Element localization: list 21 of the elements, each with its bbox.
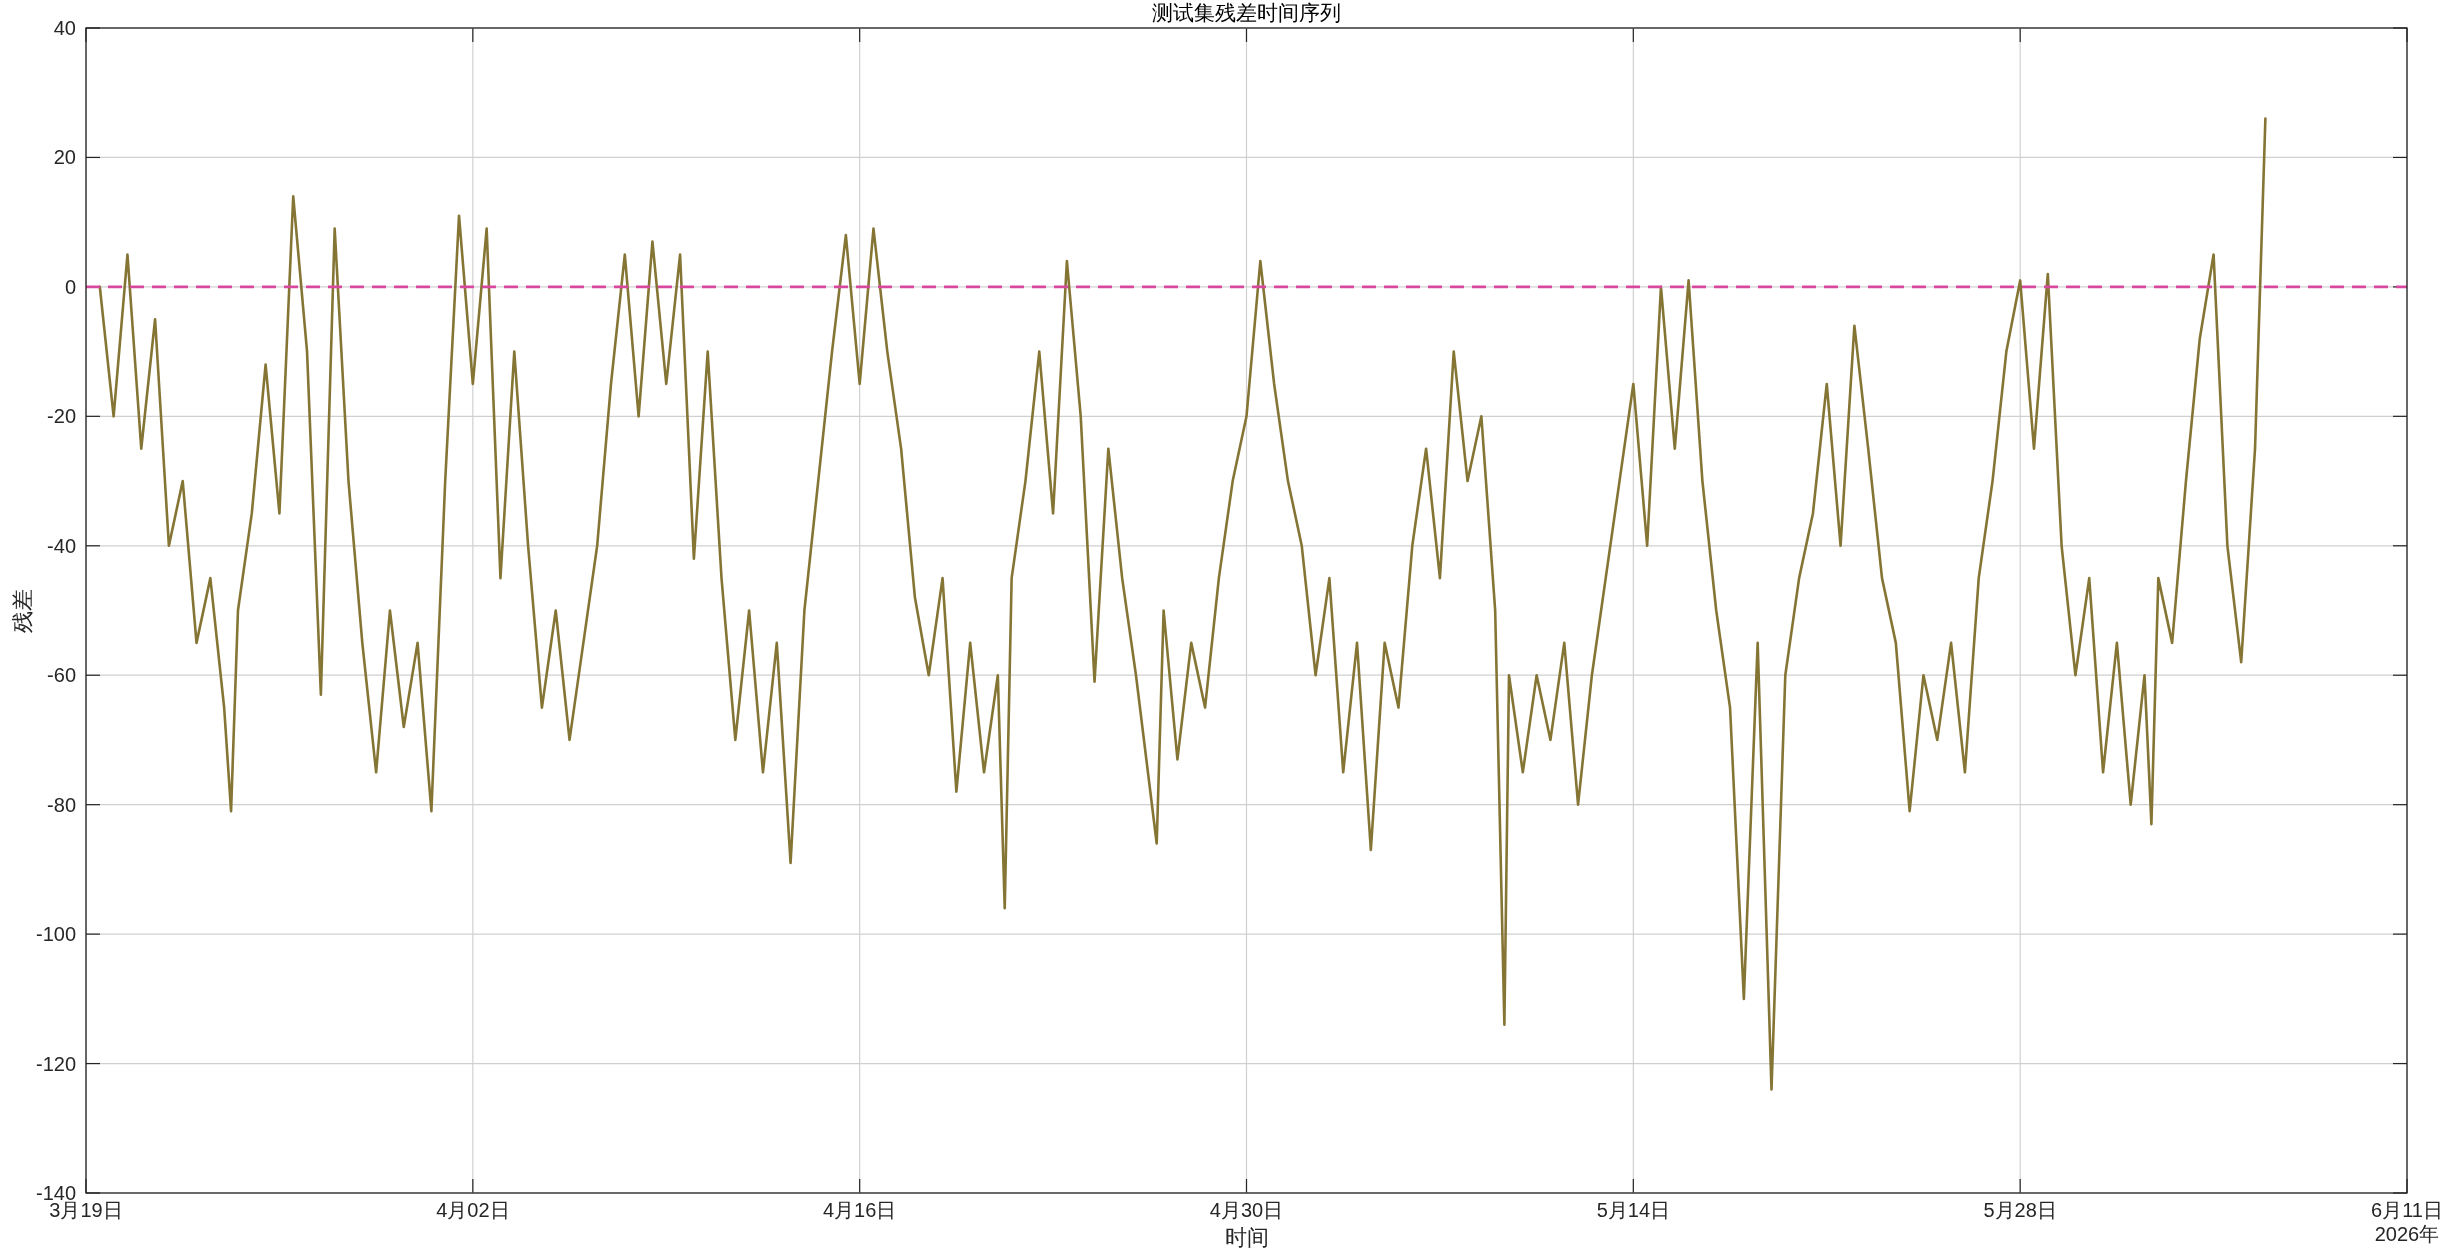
y-tick-label: 40 [53,17,76,39]
y-axis-title: 残差 [10,588,35,633]
text: 2026年 [2374,1223,2440,1245]
x-tick-label: 6月11日 [2371,1199,2443,1221]
y-tick-label: -80 [47,793,76,816]
y-tick-label: -60 [47,664,76,687]
x-tick-label: 3月19日 [49,1199,123,1221]
y-tick-label: -40 [47,534,76,557]
x-tick-label: 5月14日 [1596,1199,1671,1221]
y-tick-label: 0 [64,275,76,298]
x-tick-label: 4月30日 [1209,1199,1284,1221]
y-tick-label: -20 [47,405,76,428]
x-tick-label: 4月16日 [822,1199,897,1221]
y-tick-label: 20 [53,146,76,169]
y-tick-label: -100 [35,923,76,946]
x-tick-label: 4月02日 [436,1199,510,1221]
y-tick-label: -120 [35,1052,76,1075]
x-axis-title: 时间 [1224,1225,1269,1250]
line-series [98,117,2267,1091]
x-tick-label: 5月28日 [1983,1199,2057,1221]
chart-title: 测试集残差时间序列 [1152,1,1341,24]
